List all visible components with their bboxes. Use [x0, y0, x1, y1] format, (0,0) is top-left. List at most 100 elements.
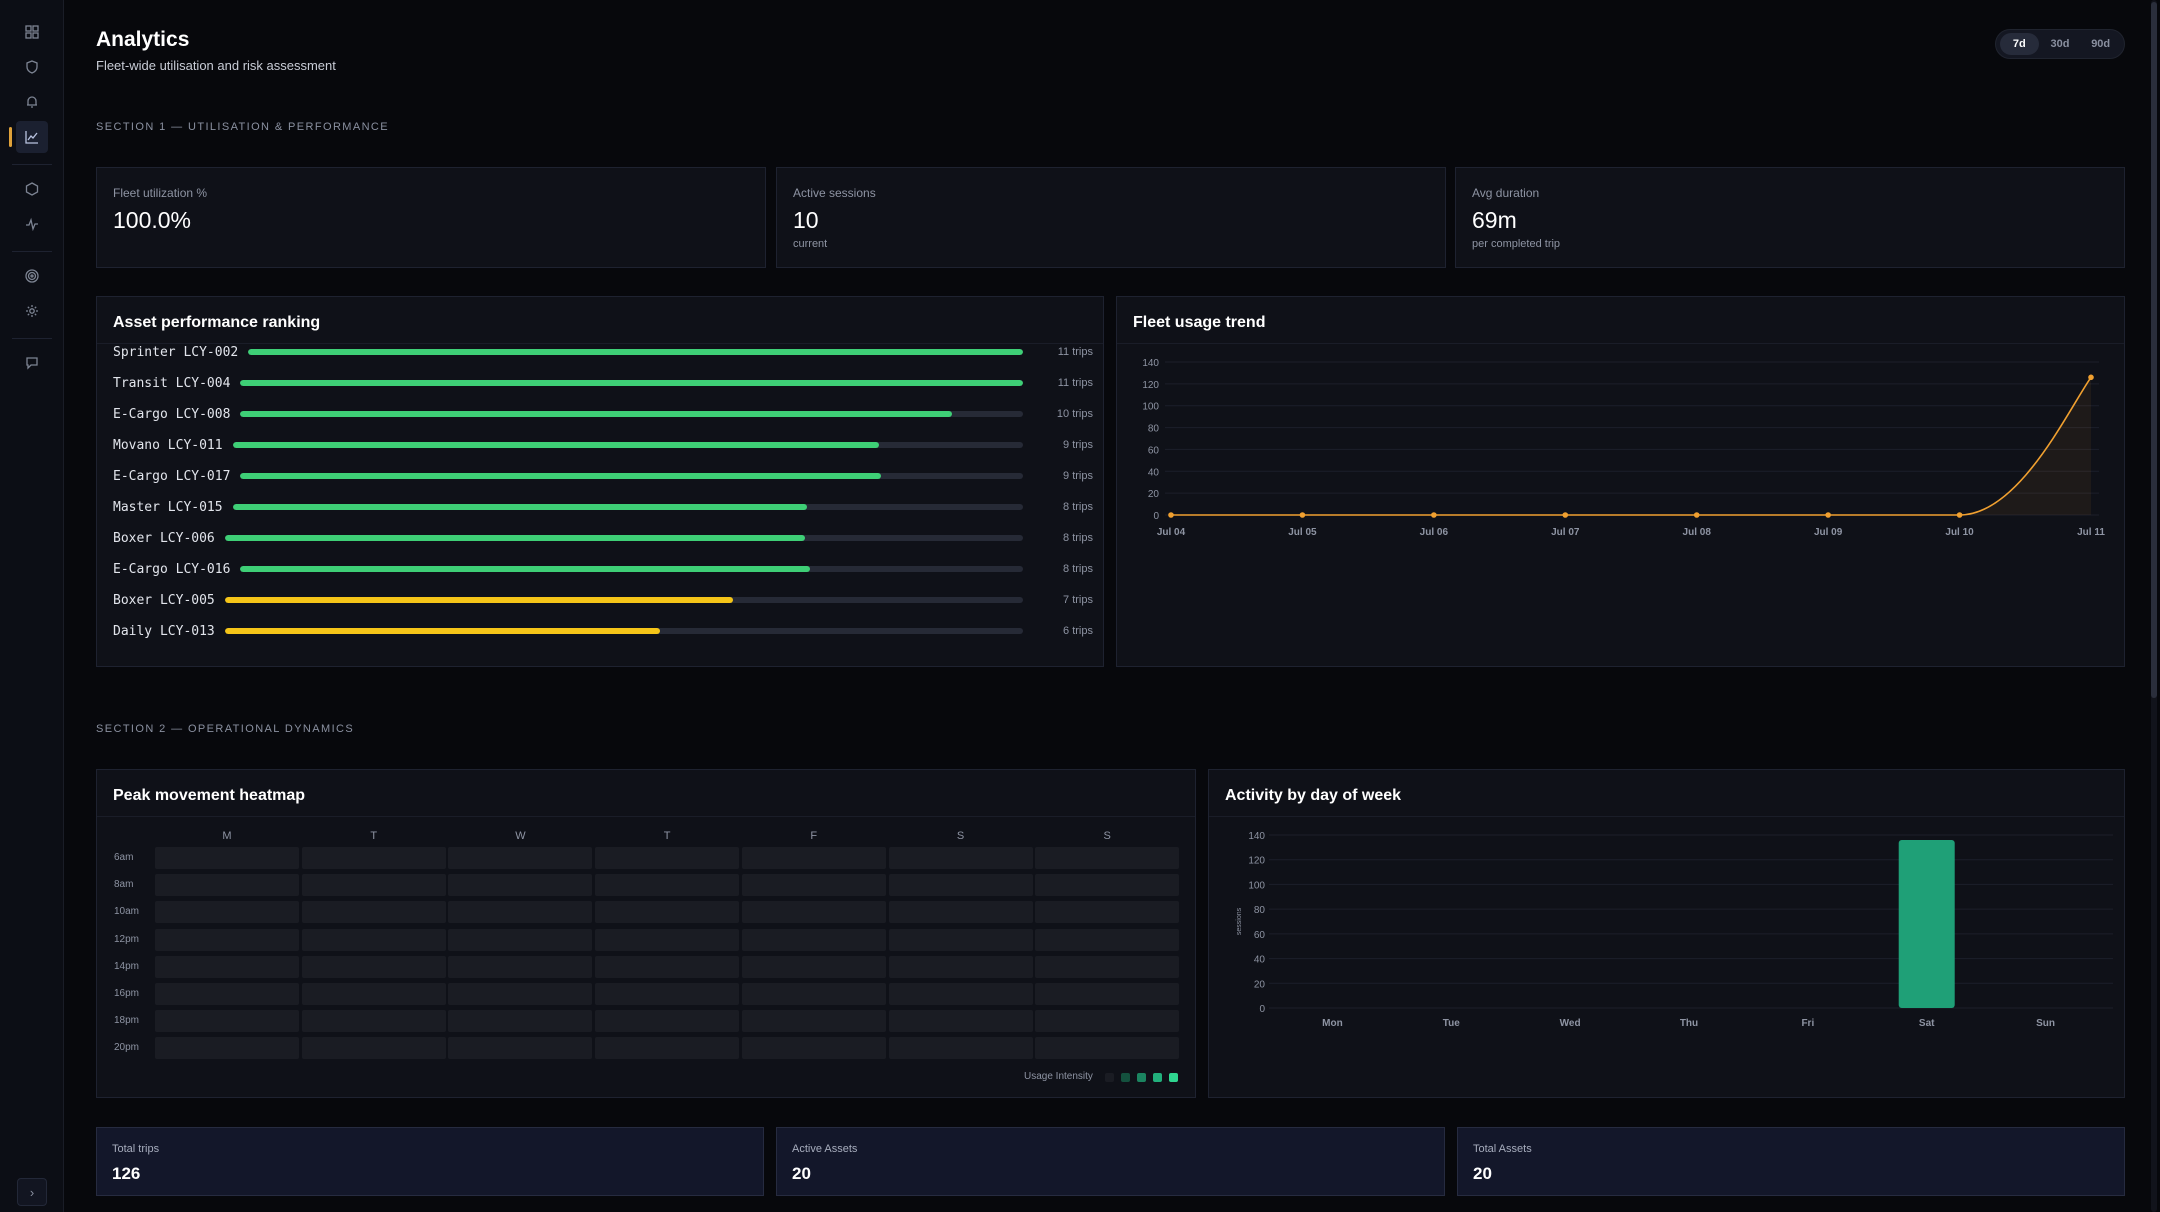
- heatmap-cell[interactable]: [888, 983, 1033, 1005]
- shield-icon[interactable]: [16, 51, 48, 83]
- heatmap-cell[interactable]: [741, 1010, 886, 1033]
- heatmap-cell[interactable]: [741, 1037, 886, 1060]
- heatmap-cell[interactable]: [741, 847, 886, 869]
- heatmap-cell[interactable]: [155, 901, 299, 924]
- heatmap-cell[interactable]: [301, 1010, 446, 1033]
- ranking-asset-name: Boxer LCY-005: [113, 592, 215, 608]
- weekly-x-tick-label: Tue: [1443, 1018, 1460, 1029]
- kpi-active-assets: Active Assets 20: [776, 1127, 1445, 1196]
- heatmap-cell[interactable]: [448, 928, 593, 951]
- heatmap-cell[interactable]: [448, 1010, 593, 1033]
- ranking-trip-count: 8 trips: [1063, 501, 1093, 513]
- heatmap-cell[interactable]: [448, 847, 593, 869]
- heatmap-cell[interactable]: [741, 874, 886, 897]
- heatmap-day-label: S: [1103, 830, 1111, 842]
- heatmap-cell[interactable]: [595, 928, 740, 951]
- range-90d-button[interactable]: 90d: [2091, 38, 2111, 50]
- weekly-x-tick-label: Thu: [1680, 1018, 1698, 1029]
- heatmap-cell[interactable]: [301, 1037, 446, 1060]
- heatmap-cell[interactable]: [741, 928, 886, 951]
- ranking-bar-track: [240, 411, 1023, 417]
- heatmap-cell[interactable]: [1035, 874, 1180, 897]
- heatmap-cell[interactable]: [888, 928, 1033, 951]
- heatmap-cell[interactable]: [301, 874, 446, 897]
- heatmap-cell[interactable]: [741, 983, 886, 1005]
- ranking-bar-fill: [240, 566, 810, 572]
- heatmap-cell[interactable]: [155, 928, 299, 951]
- heatmap-cell[interactable]: [301, 983, 446, 1005]
- kpi-label: Active Assets: [792, 1143, 858, 1155]
- heatmap-cell[interactable]: [301, 928, 446, 951]
- ranking-trip-count: 7 trips: [1063, 594, 1093, 606]
- weekly-x-tick-label: Wed: [1560, 1018, 1581, 1029]
- pulse-icon[interactable]: [16, 208, 48, 240]
- heatmap-cell[interactable]: [155, 1037, 299, 1060]
- heatmap-cell[interactable]: [1035, 847, 1180, 869]
- bell-icon[interactable]: [16, 86, 48, 118]
- heatmap-cell[interactable]: [595, 901, 740, 924]
- heatmap-cell[interactable]: [888, 901, 1033, 924]
- ranking-asset-name: Boxer LCY-006: [113, 530, 215, 546]
- chart-line-icon[interactable]: [9, 121, 48, 153]
- heatmap-cell[interactable]: [1035, 983, 1180, 1005]
- kpi-value: 100.0%: [113, 207, 192, 233]
- weekly-x-tick-label: Mon: [1322, 1018, 1343, 1029]
- heatmap-cell[interactable]: [155, 847, 299, 869]
- trend-y-tick-label: 100: [1142, 402, 1159, 413]
- heatmap-cell[interactable]: [1035, 928, 1180, 951]
- trend-x-tick-label: Jul 10: [1945, 527, 1974, 538]
- gear-icon[interactable]: [16, 295, 48, 327]
- heatmap-cell[interactable]: [448, 955, 593, 978]
- heatmap-cell[interactable]: [155, 983, 299, 1005]
- heatmap-cell[interactable]: [741, 901, 886, 924]
- heatmap-cell[interactable]: [155, 1010, 299, 1033]
- ranking-bar-track: [224, 628, 1023, 634]
- heatmap-cell[interactable]: [888, 1010, 1033, 1033]
- heatmap-cell[interactable]: [1035, 901, 1180, 924]
- weekly-x-tick-label: Sun: [2036, 1018, 2055, 1029]
- heatmap-cell[interactable]: [888, 955, 1033, 978]
- heatmap-cell[interactable]: [741, 955, 886, 978]
- heatmap-cell[interactable]: [595, 955, 740, 978]
- heatmap-cell[interactable]: [301, 901, 446, 924]
- heatmap-cell[interactable]: [301, 847, 446, 869]
- heatmap-cell[interactable]: [595, 874, 740, 897]
- heatmap-cell[interactable]: [155, 874, 299, 897]
- chat-icon[interactable]: [16, 347, 48, 379]
- grid-icon[interactable]: [16, 16, 48, 48]
- card-title: Activity by day of week: [1225, 787, 1402, 804]
- heatmap-cell[interactable]: [448, 901, 593, 924]
- hexagon-icon[interactable]: [16, 173, 48, 205]
- heatmap-cell[interactable]: [595, 847, 740, 869]
- heatmap-cell[interactable]: [1035, 1010, 1180, 1033]
- heatmap-cell[interactable]: [155, 955, 299, 978]
- range-30d-button[interactable]: 30d: [2050, 38, 2070, 50]
- heatmap-cell[interactable]: [448, 1037, 593, 1060]
- range-7d-button[interactable]: 7d: [2000, 33, 2039, 55]
- heatmap-cell[interactable]: [888, 847, 1033, 869]
- heatmap-cell[interactable]: [888, 1037, 1033, 1060]
- sidebar-collapse-button[interactable]: ›: [17, 1178, 47, 1206]
- heatmap-cell[interactable]: [301, 955, 446, 978]
- section-1-label: SECTION 1 — UTILISATION & PERFORMANCE: [96, 121, 390, 133]
- heatmap-cell[interactable]: [448, 983, 593, 1005]
- heatmap-cell[interactable]: [1035, 955, 1180, 978]
- heatmap-legend-swatch: [1121, 1073, 1130, 1082]
- heatmap-cell[interactable]: [595, 1037, 740, 1060]
- heatmap-cell[interactable]: [1035, 1037, 1180, 1060]
- trend-y-tick-label: 20: [1148, 489, 1160, 500]
- heatmap-cell[interactable]: [595, 983, 740, 1005]
- heatmap-cell[interactable]: [595, 1010, 740, 1033]
- ranking-trip-count: 8 trips: [1063, 532, 1093, 544]
- kpi-total-trips: Total trips 126: [96, 1127, 764, 1196]
- weekly-y-tick-label: 80: [1254, 905, 1266, 916]
- heatmap-cell[interactable]: [888, 874, 1033, 897]
- ranking-bar-fill: [240, 411, 952, 417]
- ranking-row: E-Cargo LCY-016 8 trips: [113, 559, 1093, 579]
- kpi-value: 69m: [1472, 207, 1517, 233]
- target-icon[interactable]: [16, 260, 48, 292]
- page-scrollbar[interactable]: [2151, 0, 2157, 1212]
- ranking-asset-name: E-Cargo LCY-008: [113, 406, 231, 422]
- heatmap-cell[interactable]: [448, 874, 593, 897]
- kpi-avg-duration: Avg duration 69m per completed trip: [1455, 167, 2125, 268]
